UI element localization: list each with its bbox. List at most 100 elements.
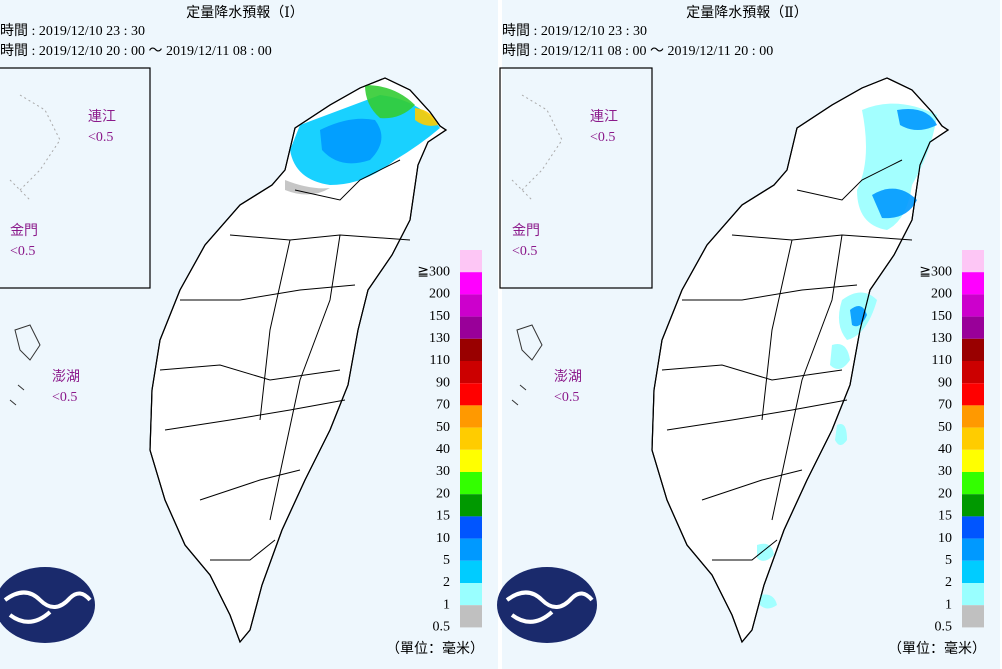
county-border — [661, 364, 843, 381]
island-value: <0.5 — [512, 244, 537, 259]
inset-box — [499, 67, 653, 289]
legend-swatch — [460, 583, 482, 606]
legend-swatch — [962, 250, 984, 273]
legend-swatch — [962, 405, 984, 428]
legend-swatch — [962, 560, 984, 583]
legend-swatch — [460, 294, 482, 317]
island-value: <0.5 — [88, 130, 113, 145]
legend-label: 15 — [436, 509, 450, 524]
county-border — [294, 159, 401, 201]
legend-label: 110 — [932, 353, 952, 368]
issue-time: 時間 : 2019/12/10 23 : 30 — [0, 23, 145, 39]
legend-label: 10 — [938, 531, 952, 546]
taiwan-outline — [651, 77, 950, 644]
legend-swatch — [962, 538, 984, 561]
island-name: 金門 — [512, 223, 540, 239]
legend-swatch — [962, 294, 984, 317]
legend-label: 0.5 — [433, 620, 451, 635]
county-border — [761, 239, 793, 421]
island-value: <0.5 — [52, 390, 77, 405]
island-name: 金門 — [10, 223, 38, 239]
panel-title: 定量降水預報（Ⅰ） — [186, 5, 304, 21]
legend-swatch — [962, 472, 984, 495]
legend-label: 200 — [931, 287, 952, 302]
legend-swatch — [460, 250, 482, 273]
legend-label: 50 — [436, 420, 450, 435]
island-value: <0.5 — [10, 244, 35, 259]
legend-swatch — [460, 560, 482, 583]
logo-swirl — [3, 590, 92, 624]
rain-area — [365, 85, 415, 119]
taiwan-outline — [149, 77, 448, 644]
county-border — [771, 234, 843, 521]
legend-label: 40 — [436, 442, 450, 457]
county-border — [666, 399, 848, 431]
legend-swatch — [460, 472, 482, 495]
legend-label: 10 — [436, 531, 450, 546]
legend-label: 130 — [429, 331, 450, 346]
legend-swatch — [460, 361, 482, 384]
legend-label: 70 — [938, 398, 952, 413]
county-border — [259, 239, 291, 421]
valid-time: 時間 : 2019/12/10 20 : 00 ～ 2019/12/11 08 … — [0, 43, 272, 59]
legend-swatch — [460, 538, 482, 561]
legend-swatch — [460, 427, 482, 450]
rain-area — [760, 594, 777, 609]
county-border — [210, 539, 276, 561]
legend-label: ≧300 — [417, 264, 450, 279]
rain-area — [835, 424, 847, 445]
rain-area — [897, 109, 937, 130]
legend-label: 40 — [938, 442, 952, 457]
county-border — [269, 234, 341, 521]
legend-label: 150 — [429, 309, 450, 324]
legend-label: 150 — [931, 309, 952, 324]
issue-time: 時間 : 2019/12/10 23 : 30 — [502, 23, 647, 39]
legend-label: 0.5 — [935, 620, 953, 635]
legend-label: 5 — [443, 553, 450, 568]
rain-area — [320, 118, 382, 164]
legend-label: 1 — [945, 597, 952, 612]
legend-label: 5 — [945, 553, 952, 568]
legend-swatch — [962, 316, 984, 339]
unit-label: （單位：毫米） — [888, 640, 986, 657]
valid-time: 時間 : 2019/12/11 08 : 00 ～ 2019/12/11 20 … — [502, 43, 773, 59]
islands — [511, 324, 543, 406]
island-value: <0.5 — [554, 390, 579, 405]
legend-swatch — [460, 338, 482, 361]
county-border — [164, 399, 346, 431]
legend-label: 110 — [430, 353, 450, 368]
legend-swatch — [962, 361, 984, 384]
legend-swatch — [460, 383, 482, 406]
legend-label: 30 — [436, 464, 450, 479]
legend-label: 130 — [931, 331, 952, 346]
legend-swatch — [460, 494, 482, 517]
county-border — [731, 234, 913, 241]
legend-swatch — [460, 316, 482, 339]
unit-label: （單位：毫米） — [386, 640, 484, 657]
county-border — [159, 364, 341, 381]
legend-label: 200 — [429, 287, 450, 302]
legend-swatch — [460, 449, 482, 472]
rain-area — [757, 543, 774, 561]
legend-swatch — [962, 583, 984, 606]
legend-label: 1 — [443, 597, 450, 612]
legend-swatch — [460, 516, 482, 539]
legend-swatch — [962, 605, 984, 628]
islands — [9, 324, 41, 406]
legend-swatch — [962, 338, 984, 361]
island-value: <0.5 — [590, 130, 615, 145]
county-border — [229, 234, 411, 241]
legend-label: 20 — [938, 486, 952, 501]
rain-area — [830, 344, 850, 369]
legend-swatch — [962, 494, 984, 517]
island-name: 澎湖 — [554, 369, 582, 385]
legend-label: 30 — [938, 464, 952, 479]
legend-label: 50 — [938, 420, 952, 435]
legend-swatch — [962, 383, 984, 406]
legend-label: 15 — [938, 509, 952, 524]
legend-swatch — [962, 427, 984, 450]
legend-swatch — [460, 605, 482, 628]
island-name: 澎湖 — [52, 369, 80, 385]
legend-label: 2 — [945, 575, 952, 590]
